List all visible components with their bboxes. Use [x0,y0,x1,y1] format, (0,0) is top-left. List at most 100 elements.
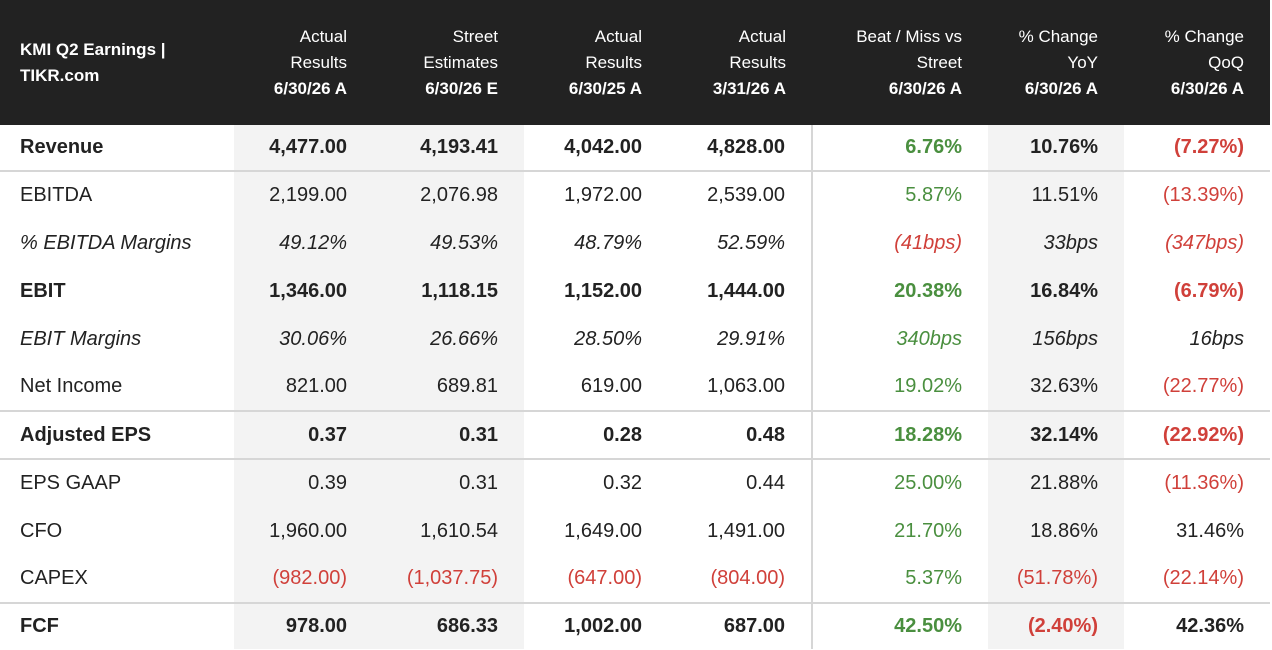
column-header: Actual Results 3/31/26 A [668,0,812,125]
table-cell: 30.06% [234,315,373,363]
table-cell: (22.92%) [1124,410,1270,459]
table-cell: (804.00) [710,567,786,589]
row-label: EBITDA [0,170,234,219]
table-cell: 5.37% [811,555,988,603]
column-header: Actual Results 6/30/26 A [234,0,373,125]
table-cell: 1,152.00 [564,279,642,302]
table-cell: 2,076.98 [373,170,524,219]
table-cell: 42.50% [811,602,988,649]
table-cell: 686.33 [373,602,524,649]
row-label: CAPEX [20,567,88,589]
table-cell: 1,444.00 [707,279,785,302]
table-cell: 21.70% [811,507,988,555]
table-cell: 4,477.00 [234,125,373,171]
table-cell: 0.31 [373,410,524,459]
row-label: EBIT [20,279,66,302]
table-title: KMI Q2 Earnings | TIKR.com [0,0,234,125]
table-row: EBIT Margins 30.06% 26.66% 28.50% 29.91%… [0,315,1270,363]
table-cell: 32.63% [988,363,1124,411]
table-cell: 0.44 [668,458,812,507]
table-cell: 49.53% [373,219,524,267]
table-cell: 689.81 [373,363,524,411]
table-body: Revenue 4,477.00 4,193.41 4,042.00 4,828… [0,125,1270,649]
table-cell: 156bps [988,315,1124,363]
table-cell: 18.86% [988,507,1124,555]
table-cell: 48.79% [574,231,642,254]
table-cell: 1,491.00 [707,519,785,542]
column-header: % Change YoY 6/30/26 A [988,0,1124,125]
table-cell: 16bps [1189,327,1245,350]
table-cell: (7.27%) [1173,136,1244,158]
table-cell: 29.91% [717,327,785,350]
table-cell: 26.66% [373,315,524,363]
table-cell: 49.12% [234,219,373,267]
table-cell: 0.48 [668,410,812,459]
table-cell: 32.14% [988,410,1124,459]
table-cell: 10.76% [988,125,1124,171]
table-cell: 1,002.00 [524,602,668,649]
table-row: EPS GAAP 0.39 0.31 0.32 0.44 25.00% 21.8… [0,458,1270,507]
row-label: CFO [20,519,63,542]
table-cell: 2,199.00 [234,170,373,219]
table-cell: 28.50% [574,327,642,350]
table-cell: (2.40%) [988,602,1124,649]
table-cell: 821.00 [234,363,373,411]
table-cell: 19.02% [811,363,988,411]
table-cell: 42.36% [1124,602,1270,649]
table-cell: 2,539.00 [668,170,812,219]
table-cell: 1,346.00 [234,267,373,315]
table-cell: 1,649.00 [564,519,642,542]
row-label: EPS GAAP [0,458,234,507]
table-cell: 6.76% [811,125,988,171]
table-cell: 25.00% [811,458,988,507]
table-cell: 33bps [988,219,1124,267]
table-cell: (6.79%) [1173,279,1244,302]
table-cell: (1,037.75) [373,555,524,603]
table-cell: 5.87% [811,170,988,219]
table-cell: (22.77%) [1162,375,1244,397]
table-row: % EBITDA Margins 49.12% 49.53% 48.79% 52… [0,219,1270,267]
table-row: Net Income 821.00 689.81 619.00 1,063.00… [0,363,1270,411]
table-cell: 1,960.00 [234,507,373,555]
table-cell: 978.00 [234,602,373,649]
table-cell: 21.88% [988,458,1124,507]
table-cell: 340bps [811,315,988,363]
column-header: Beat / Miss vs Street 6/30/26 A [812,0,988,125]
table-cell: 18.28% [811,410,988,459]
table-cell: 31.46% [1176,519,1244,542]
table-cell: 0.37 [234,410,373,459]
table-cell: 0.31 [373,458,524,507]
table-row: CFO 1,960.00 1,610.54 1,649.00 1,491.00 … [0,507,1270,555]
table-cell: (347bps) [1165,231,1244,254]
column-header: Street Estimates 6/30/26 E [373,0,524,125]
table-cell: 619.00 [580,375,642,397]
table-row: Adjusted EPS 0.37 0.31 0.28 0.48 18.28% … [0,410,1270,459]
table-cell: (51.78%) [988,555,1124,603]
table-cell: (22.14%) [1162,567,1244,589]
table-cell: (647.00) [567,567,643,589]
table-cell: 4,193.41 [373,125,524,171]
table-cell: 687.00 [668,602,812,649]
table-cell: (11.36%) [1124,458,1270,507]
row-label: EBIT Margins [20,327,142,350]
table-row: Revenue 4,477.00 4,193.41 4,042.00 4,828… [0,125,1270,171]
table-cell: 1,063.00 [707,375,785,397]
table-row: CAPEX (982.00) (1,037.75) (647.00) (804.… [0,555,1270,603]
table-row: FCF 978.00 686.33 1,002.00 687.00 42.50%… [0,602,1270,649]
table-cell: (41bps) [811,219,988,267]
table-cell: 4,828.00 [707,136,785,158]
table-row: EBITDA 2,199.00 2,076.98 1,972.00 2,539.… [0,170,1270,219]
table-cell: 11.51% [988,170,1124,219]
row-label: Adjusted EPS [0,410,234,459]
row-label: Revenue [20,136,104,158]
table-cell: 0.28 [524,410,668,459]
column-header: Actual Results 6/30/25 A [524,0,668,125]
table-cell: 4,042.00 [564,136,642,158]
row-label: FCF [0,602,234,649]
table-cell: 0.39 [234,458,373,507]
table-header: KMI Q2 Earnings | TIKR.com Actual Result… [0,0,1270,125]
table-cell: 1,118.15 [373,267,524,315]
table-cell: 0.32 [524,458,668,507]
table-cell: 20.38% [811,267,988,315]
